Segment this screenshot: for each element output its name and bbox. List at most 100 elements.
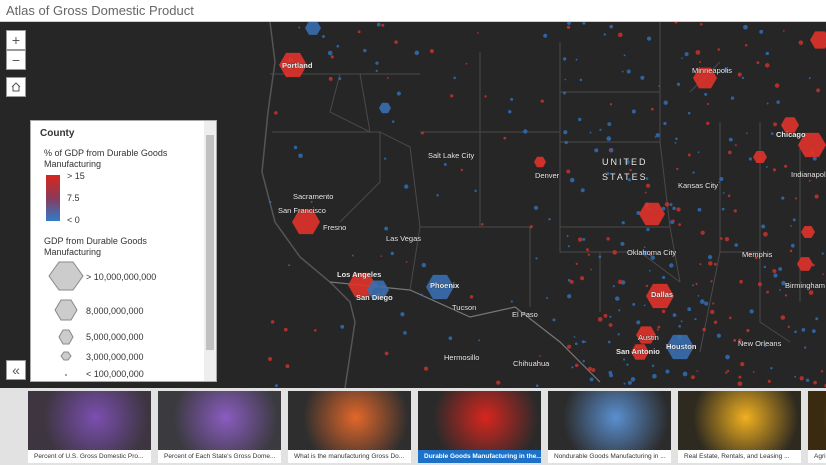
county-dot (654, 136, 657, 138)
county-dot (564, 78, 567, 81)
county-dot (582, 237, 586, 241)
city-label: STATES (602, 172, 648, 182)
county-dot (510, 300, 513, 303)
county-dot (772, 168, 776, 172)
city-label: Chicago (776, 130, 806, 139)
county-dot (313, 328, 317, 332)
county-dot (794, 375, 797, 378)
county-dot (722, 192, 725, 194)
county-dot (808, 290, 814, 295)
county-dot (566, 25, 571, 29)
city-label: Las Vegas (386, 234, 421, 243)
header: Atlas of Gross Domestic Product (0, 0, 826, 22)
county-dot (363, 48, 367, 53)
county-dot (503, 136, 507, 140)
county-dot (741, 76, 745, 80)
county-dot (697, 151, 700, 154)
county-dot (584, 340, 587, 343)
county-dot (640, 75, 645, 80)
county-dot (623, 54, 626, 57)
tab[interactable]: Percent of Each State's Gross Dome... (158, 391, 281, 463)
size-field: GDP from Durable Goods Manufacturing (44, 236, 147, 257)
tab[interactable]: What is the manufacturing Gross Do... (288, 391, 411, 463)
county-dot (510, 97, 514, 101)
county-dot (738, 375, 742, 379)
tab[interactable]: Agri... (808, 391, 826, 463)
county-hex (798, 132, 826, 158)
tab-image (288, 391, 411, 450)
county-dot (649, 253, 652, 257)
county-dot (766, 102, 769, 105)
county-dot (799, 376, 804, 381)
county-dot (720, 237, 723, 240)
county-dot (618, 309, 621, 312)
county-dot (579, 78, 583, 82)
county-dot (607, 122, 612, 127)
tab[interactable]: Percent of U.S. Gross Domestic Pro... (28, 391, 151, 463)
county-dot (712, 302, 715, 305)
county-dot (672, 313, 677, 317)
county-dot (540, 99, 544, 103)
county-dot (609, 24, 614, 29)
county-dot (655, 133, 660, 138)
county-dot (794, 197, 797, 200)
county-dot (704, 301, 709, 306)
county-hex (534, 156, 546, 168)
county-dot (535, 384, 539, 388)
county-dot (420, 131, 424, 135)
tab[interactable]: Nondurable Goods Manufacturing in ... (548, 391, 671, 463)
city-label: San Francisco (278, 206, 326, 215)
county-dot (429, 49, 434, 54)
county-hex (646, 283, 674, 309)
county-dot (813, 380, 817, 385)
tab[interactable]: Durable Goods Manufacturing in the... (418, 391, 541, 463)
zoom-in[interactable]: + (6, 30, 26, 50)
county-dot (821, 252, 824, 255)
county-dot (661, 309, 666, 314)
county-dot (338, 77, 342, 81)
county-dot (737, 381, 743, 387)
county-hex (367, 280, 389, 300)
county-dot (594, 148, 599, 153)
county-dot (662, 275, 666, 280)
county-dot (543, 33, 548, 38)
scroll-thumb[interactable] (206, 135, 214, 350)
size-label: 5,000,000,000 (86, 332, 144, 342)
county-dot (699, 299, 705, 304)
county-dot (725, 371, 728, 374)
county-dot (609, 315, 612, 318)
county-dot (663, 100, 668, 105)
scrollbar[interactable] (204, 121, 216, 381)
county-dot (740, 362, 745, 367)
county-dot (567, 294, 572, 299)
county-dot (322, 34, 325, 38)
county-dot (590, 268, 592, 271)
county-dot (566, 235, 569, 238)
tab-caption: Nondurable Goods Manufacturing in ... (554, 453, 666, 460)
county-dot (773, 122, 777, 127)
county-dot (811, 329, 816, 334)
county-dot (765, 165, 768, 168)
tab[interactable]: Real Estate, Rentals, and Leasing ... (678, 391, 801, 463)
county-dot (563, 130, 568, 135)
county-dot (745, 132, 748, 135)
county-dot (608, 370, 613, 375)
county-dot (749, 309, 754, 314)
county-dot (719, 176, 724, 182)
county-dot (612, 250, 617, 255)
county-dot (620, 241, 625, 246)
county-dot (626, 363, 629, 366)
county-dot (784, 294, 788, 297)
county-dot (581, 340, 585, 344)
county-dot (684, 52, 689, 57)
county-dot (606, 136, 612, 142)
collapse-button[interactable]: « (6, 360, 26, 380)
county-dot (567, 22, 571, 26)
city-label: Salt Lake City (428, 151, 475, 160)
county-dot (567, 245, 570, 248)
home-button[interactable] (6, 77, 26, 97)
county-dot (420, 293, 423, 296)
zoom-out[interactable]: − (6, 50, 26, 70)
tab-image (808, 391, 826, 450)
county-dot (707, 254, 713, 260)
